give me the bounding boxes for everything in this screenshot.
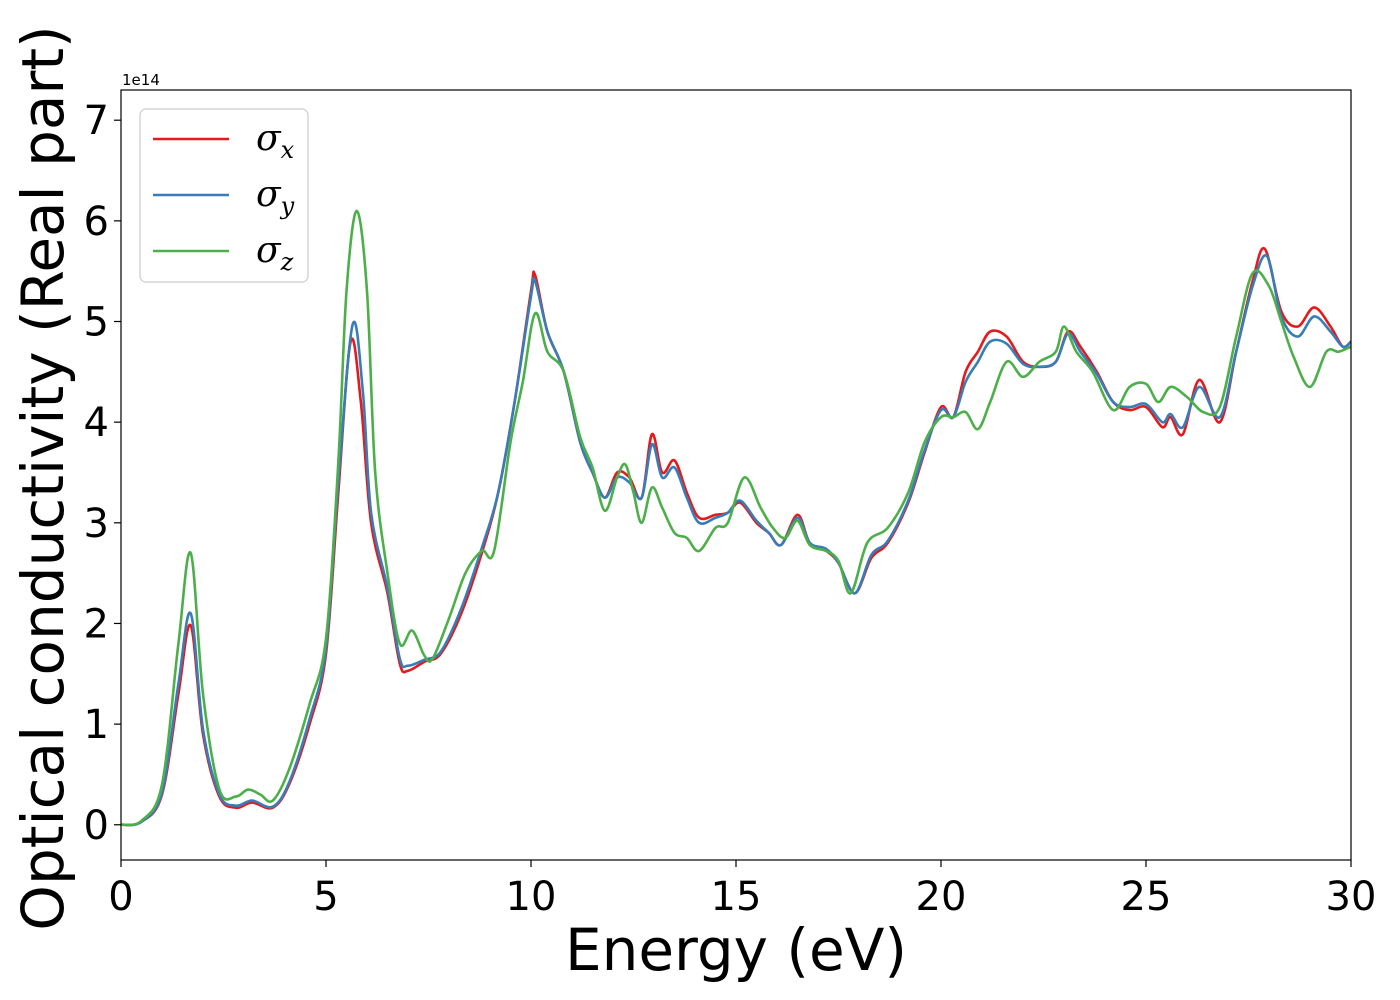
y-tick-label: 7 — [84, 98, 109, 144]
y-tick-label: 6 — [84, 199, 109, 245]
y-axis-label: Optical conductivity (Real part) — [9, 25, 77, 930]
legend-label-z: σz — [256, 230, 294, 276]
y-tick-label: 4 — [84, 400, 109, 446]
y-tick-label: 2 — [84, 601, 109, 647]
legend-label-x: σx — [256, 118, 295, 164]
x-tick-label: 0 — [108, 874, 133, 920]
x-axis-label: Energy (eV) — [565, 916, 907, 984]
x-tick-label: 10 — [506, 874, 557, 920]
x-axis: 0 5 10 15 20 25 30 — [108, 860, 1376, 920]
x-tick-label: 30 — [1326, 874, 1377, 920]
x-tick-label: 20 — [916, 874, 967, 920]
legend-label-y: σy — [256, 174, 295, 220]
y-tick-label: 0 — [84, 803, 109, 849]
y-axis: 0 1 2 3 4 5 6 7 — [84, 98, 121, 849]
legend: σx σy σz — [139, 108, 309, 283]
x-tick-label: 15 — [711, 874, 762, 920]
series-layer — [121, 209, 1351, 827]
y-tick-label: 5 — [84, 300, 109, 346]
y-offset-label: 1e14 — [122, 71, 160, 89]
x-tick-label: 5 — [313, 874, 338, 920]
y-tick-label: 3 — [84, 501, 109, 547]
y-tick-label: 1 — [84, 702, 109, 748]
series-line-z — [121, 209, 1351, 827]
series-line-x — [121, 246, 1351, 827]
x-tick-label: 25 — [1121, 874, 1172, 920]
